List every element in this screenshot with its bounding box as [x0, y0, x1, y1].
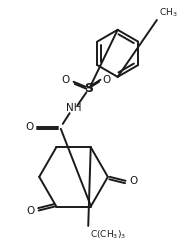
- Text: NH: NH: [66, 103, 81, 113]
- Text: O: O: [62, 75, 70, 85]
- Text: O: O: [103, 75, 111, 85]
- Text: CH$_3$: CH$_3$: [159, 7, 177, 19]
- Text: O: O: [27, 206, 35, 216]
- Text: O: O: [25, 122, 33, 132]
- Text: C(CH$_3$)$_3$: C(CH$_3$)$_3$: [90, 229, 127, 241]
- Text: O: O: [129, 176, 137, 186]
- Text: S: S: [84, 82, 93, 95]
